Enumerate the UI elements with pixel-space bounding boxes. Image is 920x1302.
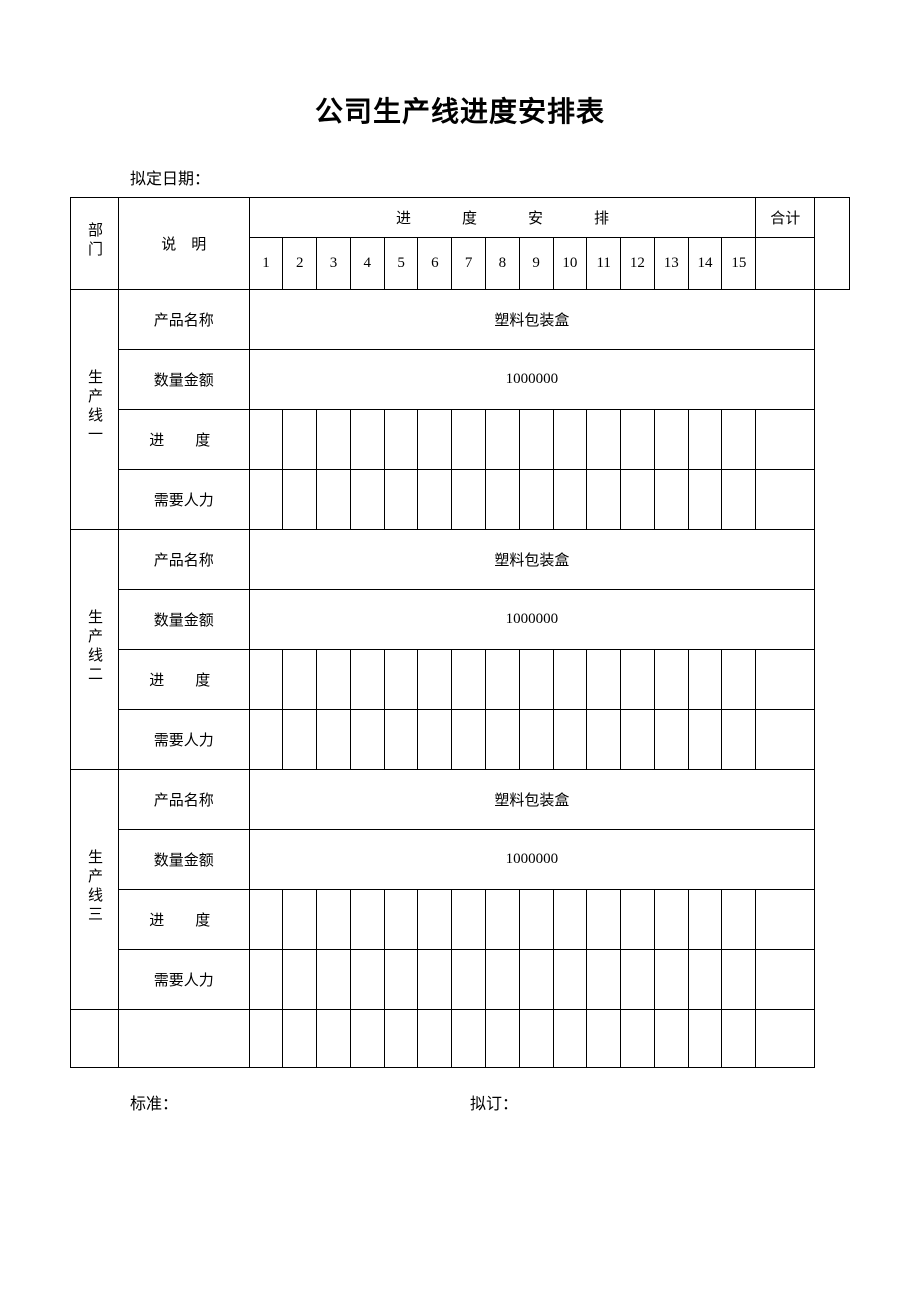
- value-qty: 1000000: [249, 830, 814, 890]
- dept-cell: 生产线二: [71, 530, 119, 770]
- header-schedule: 进 度 安 排: [249, 198, 756, 238]
- day-header: 4: [350, 238, 384, 290]
- day-header: 9: [519, 238, 553, 290]
- footer-drafted: 拟订：: [460, 1090, 850, 1114]
- day-header: 1: [249, 238, 283, 290]
- header-desc: 说 明: [118, 198, 249, 290]
- empty-cell: [71, 1010, 119, 1068]
- label-product: 产品名称: [118, 530, 249, 590]
- dept-cell: 生产线三: [71, 770, 119, 1010]
- header-total-sub: [756, 238, 815, 290]
- footer-standard: 标准：: [70, 1090, 460, 1114]
- day-header: 5: [384, 238, 418, 290]
- label-qty: 数量金额: [118, 590, 249, 650]
- value-qty: 1000000: [249, 590, 814, 650]
- label-labor: 需要人力: [118, 950, 249, 1010]
- day-header: 2: [283, 238, 317, 290]
- value-product: 塑料包装盒: [249, 770, 814, 830]
- label-progress: 进 度: [118, 410, 249, 470]
- date-label: 拟定日期：: [70, 165, 850, 189]
- label-product: 产品名称: [118, 770, 249, 830]
- day-header: 12: [621, 238, 655, 290]
- value-qty: 1000000: [249, 350, 814, 410]
- value-product: 塑料包装盒: [249, 290, 814, 350]
- label-labor: 需要人力: [118, 470, 249, 530]
- empty-cell: [118, 1010, 249, 1068]
- dept-cell: 生产线一: [71, 290, 119, 530]
- label-product: 产品名称: [118, 290, 249, 350]
- day-header: 7: [452, 238, 486, 290]
- day-header: 3: [317, 238, 351, 290]
- day-header: 11: [587, 238, 621, 290]
- label-labor: 需要人力: [118, 710, 249, 770]
- day-header: 13: [654, 238, 688, 290]
- value-product: 塑料包装盒: [249, 530, 814, 590]
- page-title: 公司生产线进度安排表: [70, 90, 850, 130]
- label-progress: 进 度: [118, 890, 249, 950]
- schedule-table: 部门 说 明 进 度 安 排 合计 1 2 3 4 5 6 7 8 9 10 1…: [70, 197, 850, 1068]
- label-qty: 数量金额: [118, 350, 249, 410]
- day-header: 6: [418, 238, 452, 290]
- header-total: 合计: [756, 198, 815, 238]
- day-header: 15: [722, 238, 756, 290]
- day-header: 10: [553, 238, 587, 290]
- day-header: 8: [485, 238, 519, 290]
- label-progress: 进 度: [118, 650, 249, 710]
- label-qty: 数量金额: [118, 830, 249, 890]
- footer-row: 标准： 拟订：: [70, 1090, 850, 1114]
- header-dept: 部门: [71, 198, 119, 290]
- header-blank: [815, 198, 850, 290]
- day-header: 14: [688, 238, 722, 290]
